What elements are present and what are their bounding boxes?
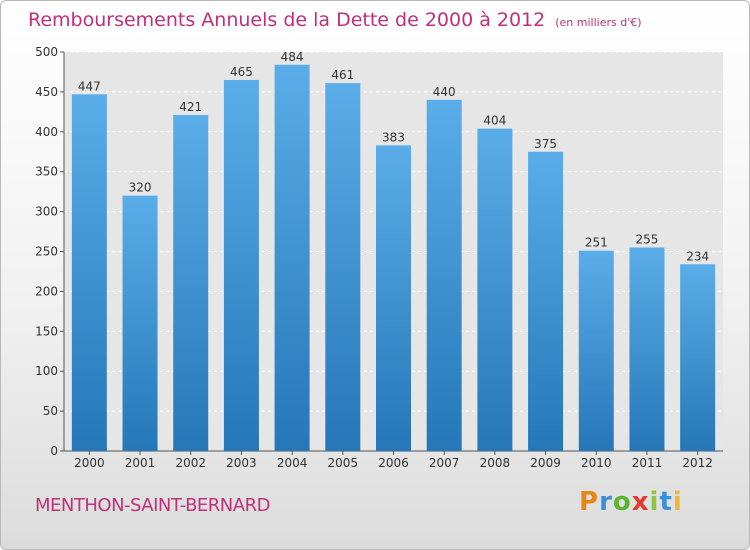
y-tick-label: 450 [35, 85, 58, 99]
bar [173, 115, 209, 452]
x-tick-label: 2007 [429, 456, 460, 470]
x-tick-label: 2000 [74, 456, 105, 470]
y-tick-label: 500 [35, 45, 58, 59]
y-tick-label: 100 [35, 364, 58, 378]
unit-label: (en milliers d'€) [555, 16, 642, 29]
logo-letter: o [612, 487, 632, 517]
x-tick-label: 2012 [682, 456, 713, 470]
bar-value-label: 320 [129, 181, 152, 195]
logo-letter: i [672, 487, 683, 517]
bar-value-label: 484 [281, 50, 304, 64]
proxiti-logo: Proxiti [579, 487, 683, 517]
bar-value-label: 234 [686, 249, 709, 263]
y-tick-label: 150 [35, 324, 58, 338]
logo-letter: i [649, 487, 660, 517]
bar-value-label: 461 [331, 68, 354, 82]
bar [477, 128, 513, 451]
y-tick-label: 250 [35, 245, 58, 259]
y-tick-label: 0 [50, 444, 58, 458]
bar-value-label: 383 [382, 130, 405, 144]
bar [578, 250, 614, 451]
logo-letter: x [631, 487, 650, 517]
bar [426, 99, 462, 451]
bar [122, 195, 158, 451]
bar-value-label: 255 [636, 233, 659, 247]
logo-letter: P [579, 487, 600, 517]
y-tick-label: 200 [35, 284, 58, 298]
bar-value-label: 404 [483, 114, 506, 128]
logo-letter: t [659, 487, 673, 517]
bar-value-label: 447 [78, 79, 101, 93]
x-tick-label: 2002 [175, 456, 206, 470]
x-tick-label: 2008 [480, 456, 511, 470]
y-tick-label: 400 [35, 125, 58, 139]
bar [274, 64, 310, 451]
bar [528, 151, 564, 451]
x-tick-label: 2010 [581, 456, 612, 470]
bar [71, 94, 107, 451]
y-tick-label: 50 [43, 404, 58, 418]
bar [223, 79, 259, 452]
bar [629, 247, 665, 451]
bar [376, 145, 411, 451]
bar [325, 83, 361, 451]
x-tick-label: 2006 [378, 456, 409, 470]
x-tick-label: 2004 [277, 456, 308, 470]
x-tick-label: 2009 [530, 456, 561, 470]
bar [680, 264, 716, 451]
bar-value-label: 251 [585, 236, 608, 250]
x-tick-label: 2011 [632, 456, 663, 470]
chart-title: Remboursements Annuels de la Dette de 20… [28, 9, 642, 31]
bar-value-label: 421 [179, 100, 202, 114]
title-text: Remboursements Annuels de la Dette de 20… [28, 9, 546, 31]
x-tick-label: 2001 [125, 456, 156, 470]
place-name: MENTHON-SAINT-BERNARD [35, 495, 270, 516]
x-tick-label: 2003 [226, 456, 257, 470]
bar-value-label: 440 [433, 85, 456, 99]
y-tick-label: 350 [35, 165, 58, 179]
logo-letter: r [599, 487, 613, 517]
x-tick-label: 2005 [328, 456, 359, 470]
y-tick-label: 300 [35, 205, 58, 219]
bar-value-label: 375 [534, 137, 557, 151]
bar-value-label: 465 [230, 65, 253, 79]
